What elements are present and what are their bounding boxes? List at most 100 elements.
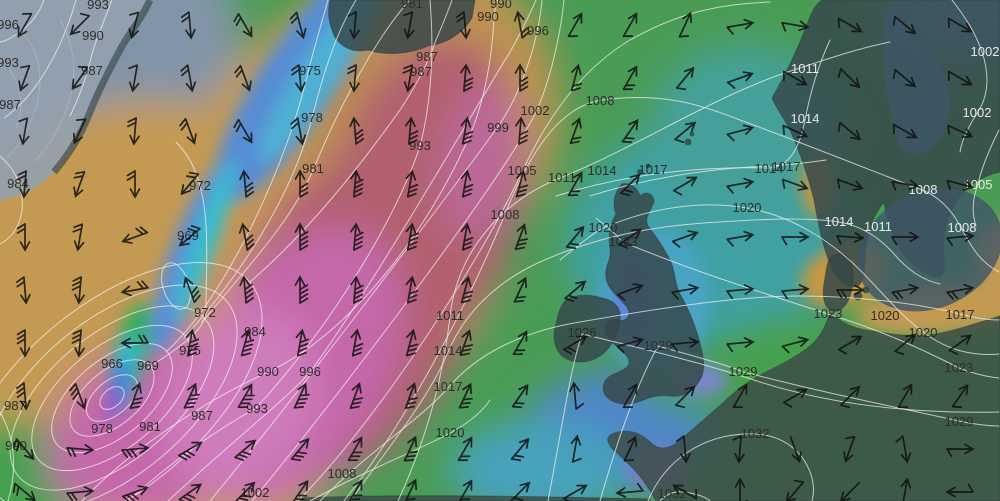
wind-barb — [460, 116, 474, 145]
wind-barb — [457, 436, 473, 462]
wind-barb — [726, 337, 755, 353]
wind-barbs-layer — [12, 10, 975, 501]
wind-barb — [510, 437, 530, 462]
baltic-sea — [857, 188, 1000, 312]
wind-barb — [234, 481, 256, 501]
wind-barb — [129, 382, 144, 410]
wind-barb — [350, 169, 364, 198]
wind-barb — [460, 63, 474, 92]
isobar-label: 1008 — [586, 93, 615, 108]
wind-barb — [71, 329, 85, 358]
wind-barb — [349, 382, 364, 410]
wind-barb — [837, 17, 863, 33]
isobar-label: 972 — [189, 178, 211, 193]
greenland-coastline — [51, 0, 154, 175]
wind-barb — [183, 382, 200, 409]
wind-barb — [15, 276, 31, 305]
isobar-label: 990 — [82, 28, 104, 43]
wind-barb — [785, 479, 805, 501]
isobar-label: 1029 — [945, 414, 974, 429]
gulf-of-bothnia-sea — [883, 0, 951, 156]
wind-barb — [460, 275, 474, 304]
wind-barb — [69, 382, 87, 410]
isobar-label: 1017 — [434, 379, 463, 394]
isobar-label: 1020 — [589, 220, 618, 235]
wind-barb — [618, 228, 643, 249]
wind-barb — [405, 275, 419, 304]
wind-barb — [12, 438, 35, 461]
wind-barb — [178, 224, 201, 247]
wind-barb — [622, 383, 638, 409]
wind-barb — [836, 178, 864, 191]
isobar-label: 975 — [299, 63, 321, 78]
wind-barb — [615, 482, 644, 498]
isobar-label: 1026 — [568, 325, 597, 340]
isobar-label: 993 — [0, 55, 19, 70]
wind-barb — [781, 336, 810, 354]
wind-barb — [781, 231, 810, 246]
isobar-label: 996 — [0, 17, 19, 32]
wind-barb — [843, 435, 856, 463]
wind-barb — [239, 275, 255, 304]
isobar-label: 981 — [139, 419, 161, 434]
isobar-label: 990 — [490, 0, 512, 11]
wind-barb — [726, 177, 755, 194]
isobar-label: 1008 — [491, 207, 520, 222]
wind-barb — [290, 437, 310, 462]
wind-barb — [726, 124, 755, 142]
wind-barb — [459, 329, 474, 357]
isobar-label: 1014 — [791, 111, 820, 126]
wind-barb — [128, 11, 140, 40]
wind-barb — [350, 222, 364, 251]
wind-barb — [177, 441, 203, 461]
isobar-label: 1008 — [909, 182, 938, 197]
wind-barb — [403, 11, 415, 40]
wind-barb — [951, 383, 969, 409]
wind-barb — [946, 179, 975, 191]
isobar-label: 1014 — [434, 343, 463, 358]
wind-barb — [120, 280, 149, 297]
wind-barb — [185, 328, 200, 357]
isobar-label: 1008 — [328, 466, 357, 481]
wind-barb — [789, 435, 802, 463]
isobar-label: 987 — [410, 64, 432, 79]
isobar-label: 1017 — [639, 162, 668, 177]
wind-barb — [18, 117, 30, 146]
isobar-label: 990 — [477, 9, 499, 24]
wind-barb — [291, 479, 309, 501]
wind-barb — [16, 329, 31, 358]
isobar-label: 1005 — [964, 177, 993, 192]
greenland-height-contours — [5, 19, 75, 163]
wind-barb — [947, 70, 973, 86]
wind-barb — [891, 283, 920, 300]
wind-barb — [405, 328, 419, 357]
wind-barb — [894, 333, 917, 356]
wind-barb — [891, 179, 920, 191]
wind-barb — [514, 223, 529, 251]
wind-barb — [405, 169, 419, 198]
wind-barb — [570, 434, 582, 463]
isobar-label: 1020 — [733, 200, 762, 215]
wind-barb — [671, 337, 700, 353]
wind-barb — [513, 276, 528, 303]
isobar-label: 1002 — [971, 44, 1000, 59]
wind-barb — [240, 328, 255, 357]
isobar-label: 1023 — [945, 360, 974, 375]
isobar-label: 981 — [302, 161, 324, 176]
wind-barb — [622, 12, 638, 38]
wind-barb — [403, 435, 418, 462]
wind-barb — [511, 383, 529, 409]
isobar-label: 1011 — [864, 219, 892, 234]
wind-barb — [616, 336, 645, 354]
wind-barb — [619, 173, 641, 197]
wind-barb — [567, 171, 583, 197]
wind-barb — [455, 11, 471, 40]
wind-barb — [295, 328, 310, 357]
wind-barb — [726, 18, 755, 35]
wind-barb — [12, 482, 37, 501]
wind-barb — [623, 435, 638, 462]
wind-barb — [839, 481, 861, 501]
wind-barb — [180, 64, 197, 93]
